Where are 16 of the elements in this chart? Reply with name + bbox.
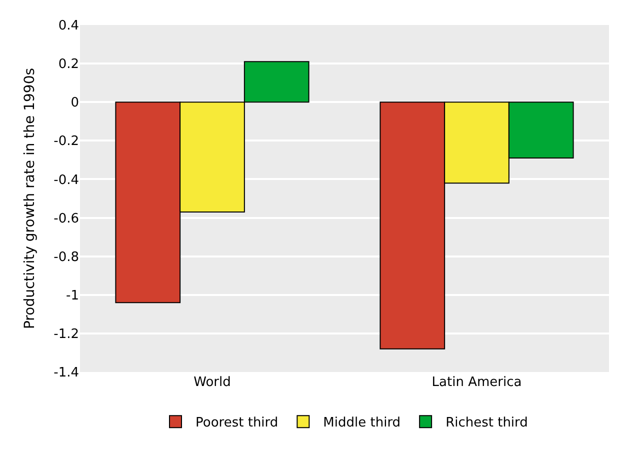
x-tick-label: World bbox=[194, 375, 231, 390]
y-tick-label: 0 bbox=[70, 96, 79, 111]
y-tick-label: -0.8 bbox=[54, 250, 79, 265]
y-tick-label: -1.2 bbox=[54, 326, 79, 342]
legend-label: Poorest third bbox=[196, 416, 278, 431]
y-tick-label: -1 bbox=[66, 288, 79, 304]
y-tick-label: -0.6 bbox=[54, 211, 79, 226]
y-tick-label: 0.2 bbox=[58, 57, 79, 72]
legend-label: Middle third bbox=[323, 416, 401, 431]
x-tick-label: Latin America bbox=[432, 375, 522, 390]
y-tick-label: -1.4 bbox=[54, 366, 79, 381]
y-tick-label: -0.4 bbox=[54, 172, 79, 188]
y-tick-label: -0.2 bbox=[54, 134, 79, 150]
y-axis-title: Productivity growth rate in the 1990s bbox=[22, 68, 38, 330]
y-tick-label: 0.4 bbox=[58, 18, 79, 34]
legend-label: Richest third bbox=[446, 416, 528, 431]
